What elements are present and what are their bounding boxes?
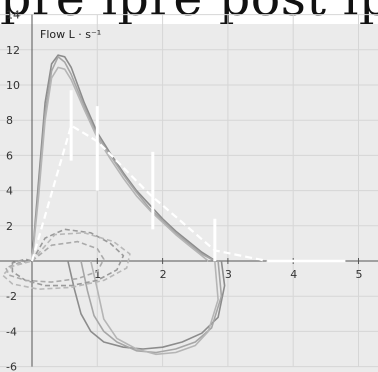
series-line xyxy=(67,260,226,350)
x-tick-label: 5 xyxy=(356,268,363,281)
y-axis-label: Flow L · s⁻¹ xyxy=(40,28,101,41)
y-tick-label: 8 xyxy=(6,114,13,127)
series-line xyxy=(31,54,217,262)
y-tick-label: -2 xyxy=(6,290,17,303)
y-tick-label: 2 xyxy=(6,220,13,233)
y-tick-label: 10 xyxy=(6,79,20,92)
y-tick-label: 12 xyxy=(6,44,20,57)
plot-background xyxy=(0,24,378,372)
x-tick-label: 1 xyxy=(94,268,101,281)
series-line-dashed xyxy=(5,240,105,283)
y-tick-label: 4 xyxy=(6,185,13,198)
series-line-dashed xyxy=(11,228,125,287)
y-tick-label: 14 xyxy=(6,9,20,22)
grid xyxy=(0,14,378,368)
x-tick-label: 2 xyxy=(160,268,167,281)
y-tick-label: 6 xyxy=(6,149,13,162)
x-tick-label: 3 xyxy=(225,268,232,281)
y-tick-label: -6 xyxy=(6,361,17,372)
series-line xyxy=(90,260,219,356)
series-line-dashed xyxy=(1,232,131,291)
x-tick-label: 4 xyxy=(290,268,297,281)
cropped-header-text: pre ipre post ipre posty xyxy=(0,0,378,24)
header-text: pre ipre post ipre posty xyxy=(0,0,378,23)
y-tick-label: -4 xyxy=(6,325,17,338)
reference-overlay xyxy=(30,90,346,263)
